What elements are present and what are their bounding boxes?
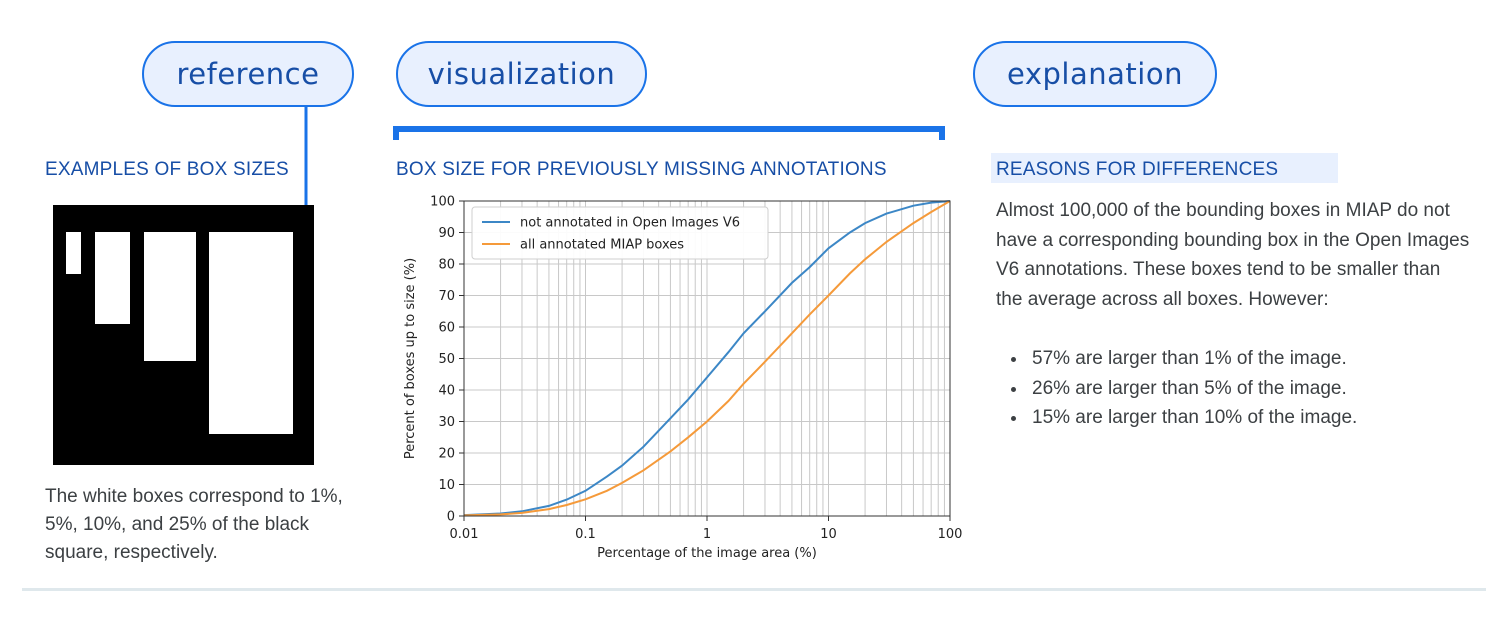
- bottom-divider: [22, 588, 1486, 591]
- y-tick-label: 30: [438, 415, 455, 430]
- reference-pill-label: reference: [176, 57, 320, 91]
- examples-title: EXAMPLES OF BOX SIZES: [45, 159, 289, 180]
- y-tick-label: 10: [438, 478, 455, 493]
- visualization-pill-label: visualization: [427, 57, 616, 91]
- legend-label: all annotated MIAP boxes: [520, 238, 684, 253]
- box-size-cdf-chart: 0.01 0.1 1 10 100 0 10 20 30 40 50 60 70 80 90 100 Perce…: [403, 195, 963, 562]
- y-tick-label: 70: [438, 289, 455, 304]
- box-5-percent: [95, 232, 130, 324]
- y-tick-label: 40: [438, 384, 455, 399]
- list-item: 26% are larger than 5% of the image.: [1028, 374, 1357, 404]
- legend-label: not annotated in Open Images V6: [520, 216, 740, 231]
- visualization-bracket: [393, 126, 945, 140]
- series-line-2: [463, 200, 951, 517]
- examples-caption: The white boxes correspond to 1%, 5%, 10…: [45, 486, 343, 563]
- visualization-pill: visualization: [396, 41, 647, 107]
- y-tick-label: 20: [438, 447, 455, 462]
- explanation-pill: explanation: [973, 41, 1217, 107]
- box-25-percent: [209, 232, 293, 434]
- y-tick-label: 50: [438, 352, 455, 367]
- legend-box: [471, 206, 769, 260]
- box-10-percent: [144, 232, 196, 361]
- y-tick-label: 0: [447, 510, 455, 525]
- x-tick-label: 100: [938, 527, 963, 542]
- box-1-percent: [66, 232, 81, 274]
- y-tick-label: 80: [438, 258, 455, 273]
- reference-pill: reference: [142, 41, 354, 107]
- x-axis-label: Percentage of the image area (%): [597, 546, 817, 561]
- series-line-1: [463, 200, 951, 517]
- y-tick-label: 90: [438, 226, 455, 241]
- list-item: 15% are larger than 10% of the image.: [1028, 403, 1357, 433]
- x-tick-label: 0.01: [450, 527, 479, 542]
- x-tick-label: 0.1: [575, 527, 596, 542]
- x-tick-label: 1: [703, 527, 711, 542]
- y-tick-label: 60: [438, 321, 455, 336]
- box-size-examples: [53, 205, 314, 465]
- y-axis-label: Percent of boxes up to size (%): [403, 258, 418, 459]
- reasons-paragraph: Almost 100,000 of the bounding boxes in …: [996, 200, 1470, 310]
- chart-title: BOX SIZE FOR PREVIOUSLY MISSING ANNOTATI…: [396, 159, 887, 180]
- y-tick-label: 100: [430, 195, 455, 210]
- reasons-title: REASONS FOR DIFFERENCES: [996, 159, 1279, 180]
- explanation-pill-label: explanation: [1007, 57, 1183, 91]
- reasons-bullets: 57% are larger than 1% of the image. 26%…: [1006, 344, 1357, 433]
- x-tick-label: 10: [820, 527, 837, 542]
- list-item: 57% are larger than 1% of the image.: [1028, 344, 1357, 374]
- reasons-title-highlight: [991, 153, 1338, 183]
